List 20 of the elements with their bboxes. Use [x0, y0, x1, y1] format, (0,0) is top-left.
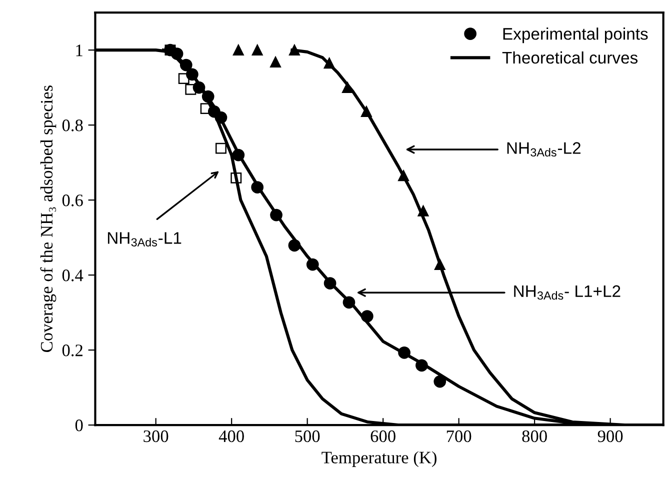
x-tick-label: 700	[446, 430, 472, 442]
y-axis-title: Coverage of the NH₃ adsorbed species	[40, 86, 56, 352]
annotation: NH$_{3Ads}$-L2	[507, 142, 580, 157]
x-tick-label: 500	[295, 430, 320, 442]
y-tick-label: 1	[76, 44, 82, 56]
x-tick-label: 300	[144, 430, 168, 442]
y-tick-label: 0.6	[62, 194, 83, 206]
y-tick-label: 0.2	[62, 344, 82, 356]
y-tick-label: 0	[75, 420, 83, 432]
y-tick-label: 0.8	[62, 120, 83, 132]
x-tick-label: 800	[522, 430, 547, 442]
y-tick-label: 0.4	[62, 270, 84, 282]
x-axis-title: Temperature (K)	[322, 451, 436, 467]
x-tick-label: 600	[370, 430, 396, 442]
legend-label: Theoretical curves	[502, 51, 638, 64]
x-tick-label: 400	[218, 430, 244, 442]
legend-label: Experimental points	[503, 28, 648, 44]
annotation: NH$_{3Ads}$- L1+L2	[514, 285, 620, 300]
annotation: NH$_{3Ads}$-L1	[108, 232, 182, 246]
x-tick-label: 900	[598, 430, 623, 442]
